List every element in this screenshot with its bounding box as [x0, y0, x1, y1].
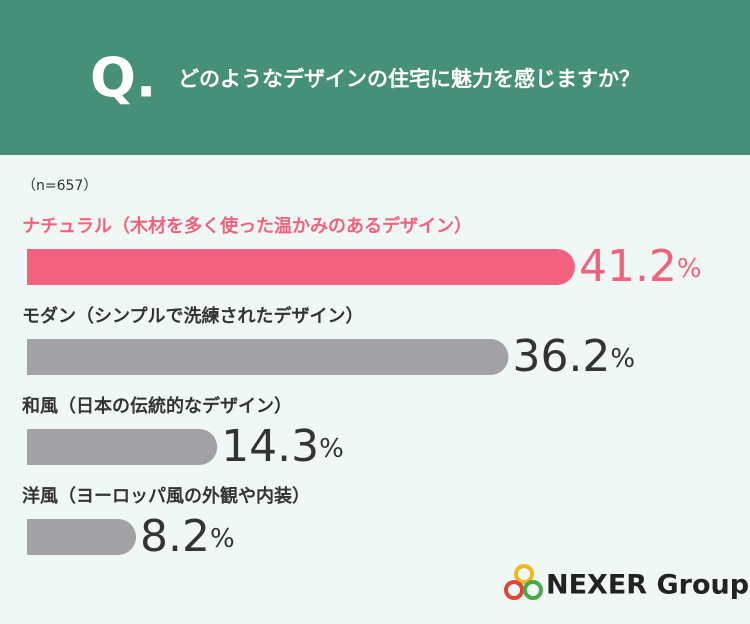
bar-left-edge: [27, 429, 45, 465]
logo-text: NEXER Group: [546, 570, 749, 601]
bar: [27, 429, 218, 465]
value-label: 41.2%: [579, 241, 702, 292]
bar: [27, 339, 509, 375]
chart-title: どのようなデザインの住宅に魅力を感じますか？: [178, 67, 640, 91]
bar-left-edge: [27, 249, 45, 285]
title-marker: Q.: [90, 47, 156, 110]
logo-ring: [514, 564, 534, 584]
header: [0, 0, 750, 155]
category-label: ナチュラル（木材を多く使った温かみのあるデザイン）: [22, 215, 472, 237]
logo: NEXER Group: [504, 564, 749, 601]
bar-left-edge: [27, 339, 45, 375]
category-label: 洋風（ヨーロッパ風の外観や内装）: [22, 485, 310, 507]
logo-ring: [523, 580, 543, 600]
bar: [27, 249, 575, 285]
value-label: 14.3%: [221, 421, 344, 472]
category-label: モダン（シンプルで洗練されたデザイン）: [22, 305, 363, 327]
bar: [27, 519, 137, 555]
logo-ring: [504, 580, 524, 600]
value-label: 36.2%: [512, 331, 635, 382]
bar-left-edge: [27, 519, 45, 555]
subtitle: （n=657）: [22, 178, 97, 194]
value-label: 8.2%: [140, 511, 235, 562]
category-label: 和風（日本の伝統的なデザイン）: [22, 395, 292, 417]
